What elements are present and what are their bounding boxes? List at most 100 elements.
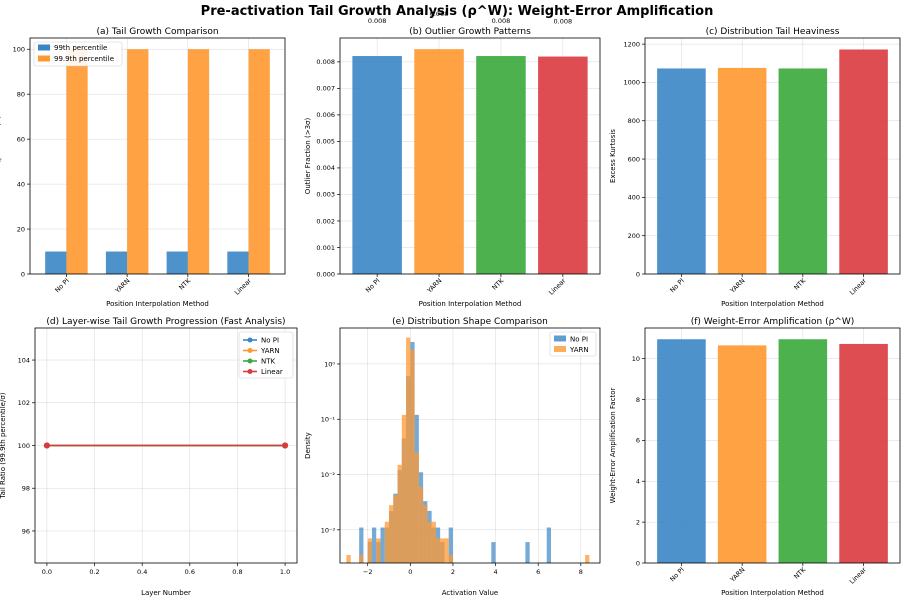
hist-bar-yarn-3	[376, 538, 381, 563]
hist-bar-no-pi-4	[380, 527, 385, 563]
bar-linear	[538, 56, 588, 274]
y-tick-label-4: 104	[18, 356, 30, 364]
plot-frame-a	[29, 37, 286, 275]
y-tick-label-0: 0	[636, 559, 640, 567]
hist-bar-yarn-13	[423, 505, 428, 563]
y-tick-label-2: 100	[18, 442, 30, 450]
legend-marker-1	[247, 348, 253, 353]
plot-frame-f	[644, 327, 901, 564]
legend-a: 99th percentile 99.9th percentile	[33, 41, 123, 67]
y-axis-label-b: Outlier Fraction (>3σ)	[304, 118, 312, 195]
hist-bar-yarn-4	[384, 521, 390, 563]
hist-bar-yarn-6	[393, 495, 398, 563]
legend-box	[33, 41, 123, 67]
x-axis-label-d: Layer Number	[141, 589, 191, 597]
bar-99th-percentile-3	[227, 251, 249, 274]
legend-label-0: 99th percentile	[54, 44, 107, 52]
hist-bar-yarn-0	[346, 555, 351, 563]
x-tick-label-2: NTK	[490, 276, 505, 291]
y-tick-label-3: 600	[628, 155, 640, 163]
x-tick-label-2: 2	[451, 568, 455, 576]
bar-99th-percentile-1	[105, 251, 128, 274]
hist-bar-yarn-5	[389, 505, 394, 563]
x-axis-label-c: Position Interpolation Method	[721, 300, 824, 308]
legend-swatch-0	[554, 335, 566, 342]
y-axis-label-e: Density	[304, 432, 312, 459]
panel-e: 10⁻³ 10⁻² 10⁻¹ 10⁰ −2 0 2 4 6 8 No PI YARN (e) Distr…	[304, 317, 601, 597]
bar-linear	[839, 49, 888, 275]
x-tick-label-3: 4	[494, 568, 498, 576]
y-tick-label-0: 96	[22, 527, 30, 535]
x-tick-label-3: Linear	[233, 277, 253, 297]
bar-99-9th-percentile-3	[248, 49, 270, 274]
y-tick-label-1: 0.001	[316, 244, 335, 252]
legend-label-2: NTK	[261, 357, 276, 365]
y-tick-label-1: 2	[636, 518, 640, 526]
panel-title-e: (e) Distribution Shape Comparison	[392, 317, 548, 327]
y-tick-label-3: 6	[636, 437, 640, 445]
bar-no-pi	[352, 56, 402, 274]
panel-title-d: (d) Layer-wise Tail Growth Progression (…	[46, 317, 285, 327]
legend-label-1: YARN	[569, 346, 589, 354]
hist-bar-no-pi-0	[359, 527, 364, 563]
x-axis-label-a: Position Interpolation Method	[106, 300, 209, 308]
x-axis-label-f: Position Interpolation Method	[721, 589, 824, 597]
hist-bar-yarn-10	[410, 349, 415, 563]
y-tick-label-5: 1000	[623, 79, 640, 87]
x-tick-label-5: 1.0	[280, 568, 290, 576]
y-tick-label-3: 60	[17, 135, 25, 143]
y-axis-label-d: Tail Ratio (99.9th percentile/σ)	[0, 392, 7, 499]
y-tick-label-0: 0	[21, 270, 25, 278]
plot-frame-c	[644, 37, 901, 275]
y-tick-label-3: 102	[18, 399, 30, 407]
legend-marker-0	[247, 337, 253, 343]
bar-no-pi	[657, 68, 706, 274]
panel-d: 96 98 100 102 104 0.0 0.2 0.4 0.6 0.8 1.0 No PI YARN…	[0, 317, 298, 597]
legend-swatch-1	[38, 55, 50, 62]
bar-99-9th-percentile-2	[187, 49, 210, 274]
y-tick-label-2: 10⁻¹	[321, 416, 336, 424]
legend-marker-3	[247, 369, 253, 374]
y-tick-label-2: 400	[628, 194, 640, 202]
bar-99-9th-percentile-1	[127, 49, 149, 274]
panel-title-b: (b) Outlier Growth Patterns	[409, 27, 531, 37]
hist-bar-yarn-14	[427, 521, 432, 563]
x-tick-label-5: 8	[579, 568, 583, 576]
data-label-0: 0.008	[368, 17, 387, 25]
x-tick-label-2: NTK	[792, 565, 807, 580]
x-tick-label-1: 0.2	[89, 568, 99, 576]
y-tick-label-5: 100	[13, 46, 25, 54]
bar-no-pi	[657, 339, 706, 563]
y-tick-label-4: 8	[636, 396, 640, 404]
x-tick-label-3: 0.6	[185, 568, 195, 576]
x-tick-label-0: −2	[363, 568, 373, 576]
y-tick-label-4: 800	[628, 117, 640, 125]
x-tick-label-1: YARN	[728, 566, 747, 585]
x-tick-label-2: 0.4	[137, 568, 147, 576]
x-tick-label-0: 0.0	[42, 568, 52, 576]
hist-bar-yarn-19	[448, 555, 453, 563]
x-tick-label-3: Linear	[547, 277, 567, 297]
y-tick-label-0: 0	[636, 270, 640, 278]
hist-bar-yarn-20	[585, 555, 590, 563]
bar-ntk	[778, 68, 828, 274]
hist-bar-yarn-2	[367, 538, 372, 563]
x-tick-label-0: No PI	[364, 277, 382, 295]
y-tick-label-6: 1200	[623, 40, 640, 48]
bar-99th-percentile-0	[45, 251, 67, 274]
bar-99th-percentile-2	[166, 251, 188, 274]
panel-b: 0.000 0.001 0.002 0.003 0.004 0.005 0.006 0.007…	[304, 10, 601, 308]
bar-yarn	[414, 49, 464, 274]
bar-linear	[839, 343, 888, 563]
x-tick-label-4: 6	[536, 568, 540, 576]
x-axis-label-b: Position Interpolation Method	[419, 300, 522, 308]
x-tick-label-4: 0.8	[232, 568, 242, 576]
hist-bar-no-pi-19	[448, 527, 453, 563]
x-tick-label-0: No PI	[668, 277, 686, 295]
legend-box	[238, 331, 294, 379]
hist-bar-yarn-11	[414, 452, 419, 563]
x-tick-label-2: NTK	[792, 276, 807, 291]
hist-bar-yarn-7	[397, 464, 402, 563]
plot-frame-d	[34, 327, 298, 564]
data-label-3: 0.008	[554, 18, 573, 26]
